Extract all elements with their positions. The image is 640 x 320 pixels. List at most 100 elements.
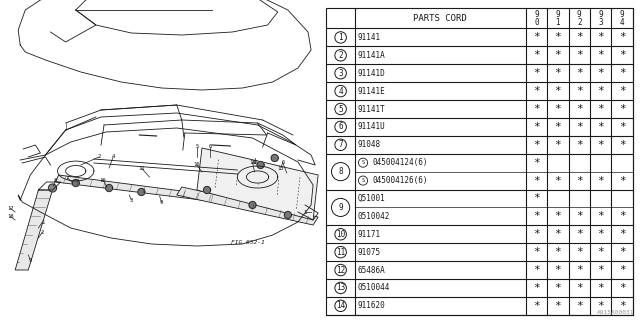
Text: *: *	[619, 122, 625, 132]
Text: *: *	[533, 194, 540, 204]
Text: *: *	[576, 104, 582, 114]
Text: *: *	[554, 122, 561, 132]
Text: *: *	[533, 122, 540, 132]
Text: *: *	[533, 158, 540, 168]
Text: 8: 8	[54, 178, 57, 182]
Text: *: *	[533, 32, 540, 43]
Text: *: *	[619, 301, 625, 311]
Text: S: S	[362, 178, 365, 183]
Text: 911620: 911620	[358, 301, 386, 310]
Text: 045004124(6): 045004124(6)	[372, 158, 428, 167]
Text: *: *	[554, 104, 561, 114]
Text: *: *	[554, 229, 561, 239]
Text: *: *	[619, 247, 625, 257]
Text: 10: 10	[100, 178, 106, 182]
Text: 5: 5	[195, 145, 198, 149]
Text: 65486A: 65486A	[358, 266, 386, 275]
Text: 17: 17	[7, 205, 13, 211]
Text: 16: 16	[194, 163, 200, 167]
Text: *: *	[533, 283, 540, 293]
Text: *: *	[554, 283, 561, 293]
Text: *: *	[554, 86, 561, 96]
Text: *: *	[554, 301, 561, 311]
Text: *: *	[619, 68, 625, 78]
Text: *: *	[554, 68, 561, 78]
Text: 9
4: 9 4	[620, 10, 625, 27]
Text: 14: 14	[336, 301, 345, 310]
Text: *: *	[597, 104, 604, 114]
Text: *: *	[533, 229, 540, 239]
Text: 7: 7	[339, 140, 343, 149]
Text: *: *	[576, 229, 582, 239]
Text: *: *	[597, 32, 604, 43]
Text: *: *	[533, 68, 540, 78]
Text: *: *	[576, 50, 582, 60]
Text: *: *	[554, 140, 561, 150]
Text: *: *	[619, 212, 625, 221]
Text: 4: 4	[339, 87, 343, 96]
Text: *: *	[576, 140, 582, 150]
Text: *: *	[597, 50, 604, 60]
Text: *: *	[533, 86, 540, 96]
Text: *: *	[597, 86, 604, 96]
Text: *: *	[597, 212, 604, 221]
Text: *: *	[533, 247, 540, 257]
Text: 8: 8	[339, 167, 343, 176]
Text: 0510042: 0510042	[358, 212, 390, 221]
Text: 91141T: 91141T	[358, 105, 386, 114]
Text: 9: 9	[339, 203, 343, 212]
Text: 91141E: 91141E	[358, 87, 386, 96]
Text: 6: 6	[281, 161, 284, 165]
Text: *: *	[554, 50, 561, 60]
Text: *: *	[533, 176, 540, 186]
Polygon shape	[138, 188, 145, 196]
Text: 9
0: 9 0	[534, 10, 539, 27]
Polygon shape	[177, 187, 318, 225]
Text: 3: 3	[130, 197, 133, 203]
Text: 1: 1	[339, 33, 343, 42]
Text: 91141A: 91141A	[358, 51, 386, 60]
Polygon shape	[197, 148, 318, 220]
Text: 3: 3	[339, 69, 343, 78]
Text: *: *	[619, 104, 625, 114]
Text: *: *	[533, 301, 540, 311]
Text: *: *	[576, 32, 582, 43]
Text: Q51001: Q51001	[358, 194, 386, 203]
Text: *: *	[533, 104, 540, 114]
Text: *: *	[597, 283, 604, 293]
Text: *: *	[554, 32, 561, 43]
Text: 12: 12	[252, 161, 258, 165]
Text: *: *	[619, 283, 625, 293]
Text: *: *	[576, 283, 582, 293]
Text: A915A00031: A915A00031	[597, 310, 635, 315]
Polygon shape	[204, 187, 211, 194]
Text: 2: 2	[97, 155, 100, 159]
Text: 12: 12	[336, 266, 345, 275]
Text: 7: 7	[66, 175, 69, 180]
Text: *: *	[576, 68, 582, 78]
Text: *: *	[533, 212, 540, 221]
Text: *: *	[619, 265, 625, 275]
Text: 9: 9	[160, 199, 163, 204]
Text: 6: 6	[209, 145, 212, 149]
Text: 91141U: 91141U	[358, 123, 386, 132]
Text: 9
1: 9 1	[556, 10, 560, 27]
Text: 0510044: 0510044	[358, 284, 390, 292]
Text: *: *	[554, 247, 561, 257]
Polygon shape	[284, 212, 291, 219]
Text: 10: 10	[336, 230, 345, 239]
Text: 91141D: 91141D	[358, 69, 386, 78]
Text: 11: 11	[138, 165, 145, 171]
Polygon shape	[56, 175, 220, 202]
Text: 11: 11	[336, 248, 345, 257]
Text: *: *	[533, 265, 540, 275]
Text: FIG 652-1: FIG 652-1	[230, 239, 264, 244]
Text: 2: 2	[41, 229, 44, 235]
Text: 9: 9	[29, 258, 32, 262]
Polygon shape	[15, 190, 52, 270]
Text: 13: 13	[336, 284, 345, 292]
Text: *: *	[576, 265, 582, 275]
Polygon shape	[49, 184, 56, 192]
Text: *: *	[554, 212, 561, 221]
Text: *: *	[576, 301, 582, 311]
